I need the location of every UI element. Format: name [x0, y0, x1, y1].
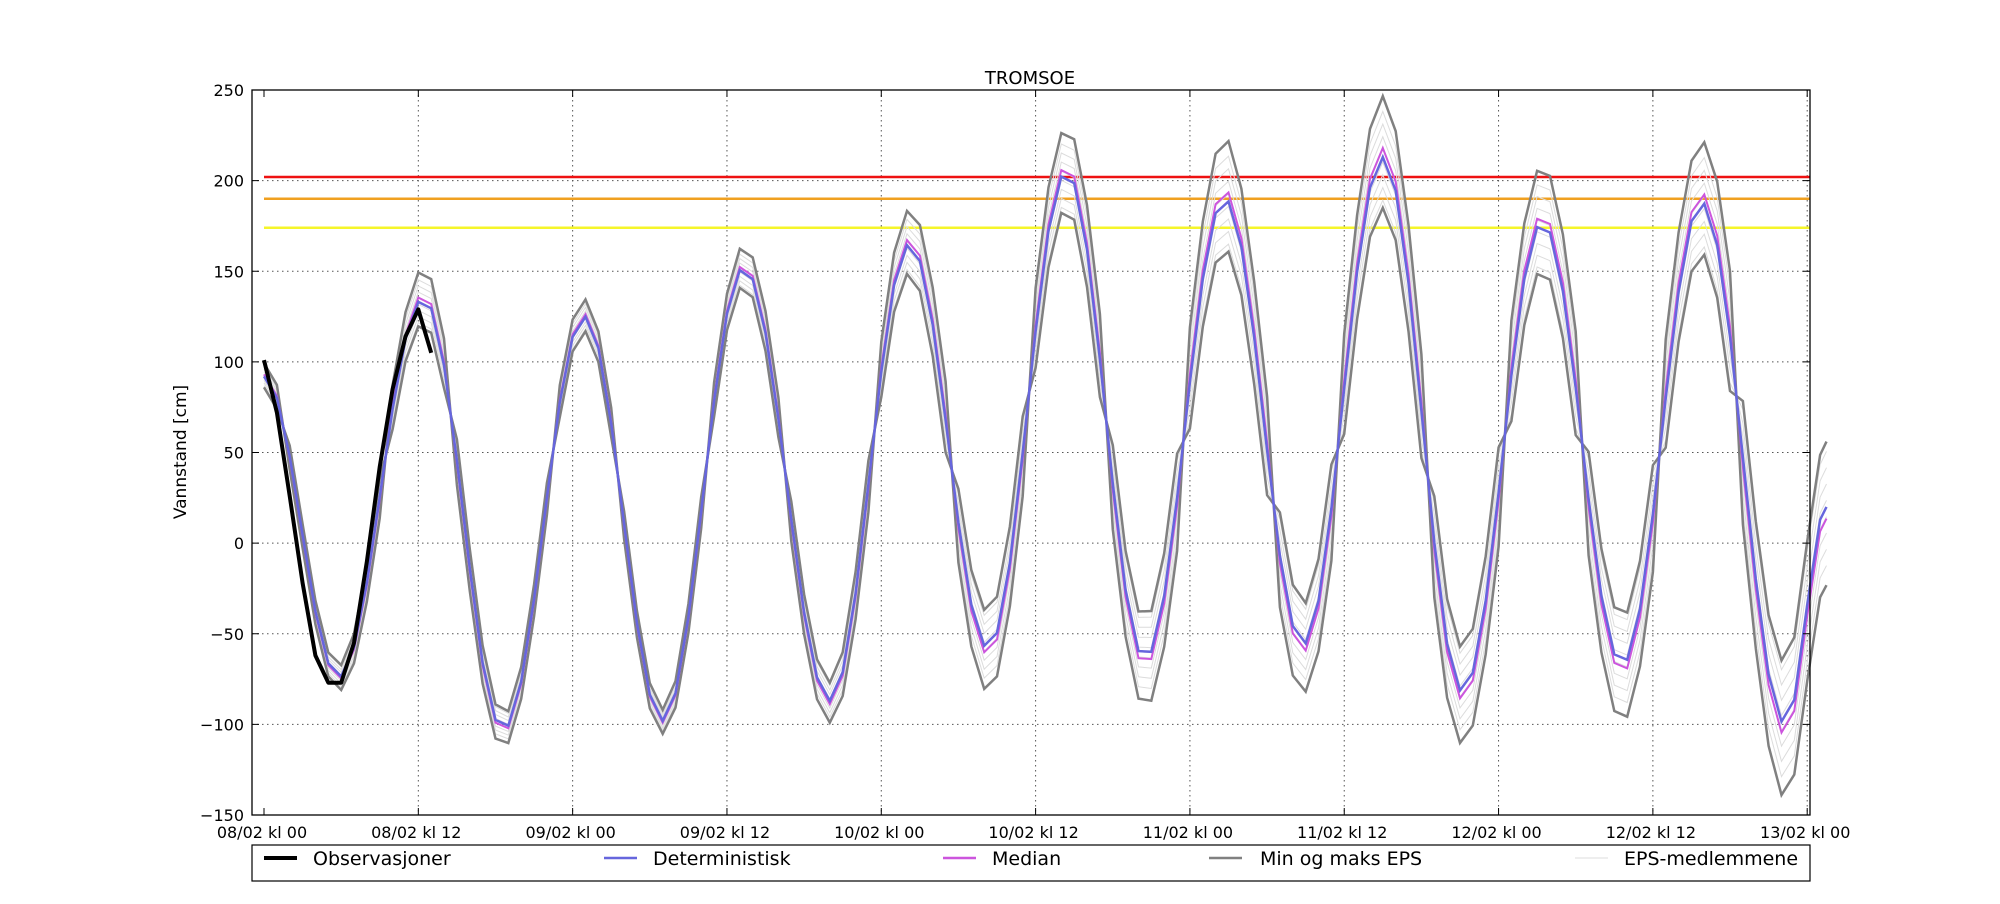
- min-max-eps-line: [262, 92, 1828, 799]
- y-tick-label: 50: [224, 444, 244, 463]
- y-tick-label: −150: [200, 806, 244, 825]
- legend-label: Median: [992, 848, 1061, 870]
- y-axis-ticks: 250 200 150 100 50 0 −50 −100 −150: [200, 81, 1810, 825]
- observations-line: [262, 307, 434, 685]
- legend-label: Min og maks EPS: [1260, 848, 1422, 870]
- x-tick-label: 11/02 kl 00: [1143, 823, 1233, 842]
- x-tick-label: 11/02 kl 12: [1297, 823, 1387, 842]
- x-tick-label: 12/02 kl 12: [1606, 823, 1696, 842]
- y-tick-label: −100: [200, 715, 244, 734]
- y-tick-label: −50: [210, 625, 244, 644]
- y-tick-label: 0: [234, 534, 244, 553]
- x-tick-label: 08/02 kl 12: [371, 823, 461, 842]
- x-tick-label: 09/02 kl 12: [680, 823, 770, 842]
- y-tick-label: 250: [213, 81, 244, 100]
- x-tick-label: 10/02 kl 12: [988, 823, 1078, 842]
- x-tick-label: 12/02 kl 00: [1451, 823, 1541, 842]
- legend-box: [251, 844, 1811, 882]
- threshold-lines: [264, 175, 1810, 229]
- y-tick-label: 100: [213, 353, 244, 372]
- x-axis-ticks: 08/02 kl 00 08/02 kl 12 09/02 kl 00 09/02 k…: [217, 90, 1850, 842]
- legend-label: Deterministisk: [653, 848, 791, 870]
- x-tick-label: 09/02 kl 00: [525, 823, 615, 842]
- legend-label: EPS-medlemmene: [1624, 848, 1798, 870]
- legend: Observasjoner Deterministisk Median Min og …: [251, 844, 1811, 882]
- x-tick-label: 08/02 kl 00: [217, 823, 307, 842]
- grid: [252, 90, 1810, 815]
- x-tick-label: 13/02 kl 00: [1760, 823, 1850, 842]
- y-axis-label: Vannstand [cm]: [171, 385, 191, 519]
- deterministic-line: [262, 153, 1828, 728]
- y-tick-label: 150: [213, 262, 244, 281]
- chart-title: TROMSOE: [984, 68, 1075, 89]
- series-lines: [262, 92, 1828, 799]
- x-tick-label: 10/02 kl 00: [834, 823, 924, 842]
- legend-label: Observasjoner: [313, 848, 451, 870]
- y-tick-label: 200: [213, 172, 244, 191]
- eps-member-line: [263, 148, 1827, 733]
- min-max-eps-line: [262, 204, 1828, 714]
